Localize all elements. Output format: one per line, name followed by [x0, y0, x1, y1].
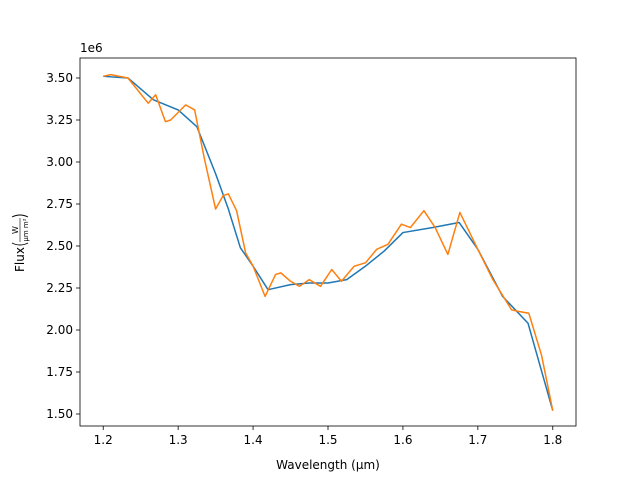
- y-tick-label: 2.25: [46, 281, 73, 295]
- y-tick-label: 1.75: [46, 365, 73, 379]
- y-axis-label: Flux W µm m²: [11, 214, 30, 272]
- y-label-num: W: [11, 226, 20, 234]
- x-tick-label: 1.3: [169, 433, 188, 447]
- paren-left: [11, 242, 29, 246]
- y-label-text: Flux: [13, 247, 27, 272]
- y-tick-label: 2.50: [46, 239, 73, 253]
- y-tick-label: 2.75: [46, 197, 73, 211]
- y-tick-label: 3.25: [46, 113, 73, 127]
- x-tick-label: 1.4: [244, 433, 263, 447]
- y-tick-label: 1.50: [46, 407, 73, 421]
- line-series: [103, 75, 554, 411]
- x-tick-label: 1.7: [468, 433, 487, 447]
- x-tick-label: 1.5: [318, 433, 337, 447]
- y-tick-label: 3.00: [46, 155, 73, 169]
- line-series: [103, 73, 554, 411]
- y-tick-label: 3.50: [46, 71, 73, 85]
- x-axis-label: Wavelength (µm): [276, 458, 380, 472]
- y-offset-text: 1e6: [80, 41, 103, 55]
- x-tick-label: 1.6: [393, 433, 412, 447]
- y-label-den: µm m²: [22, 218, 30, 241]
- y-tick-label: 2.00: [46, 323, 73, 337]
- x-tick-label: 1.8: [543, 433, 562, 447]
- plot-frame: [79, 57, 577, 427]
- paren-right: [11, 214, 29, 218]
- x-tick-label: 1.2: [94, 433, 113, 447]
